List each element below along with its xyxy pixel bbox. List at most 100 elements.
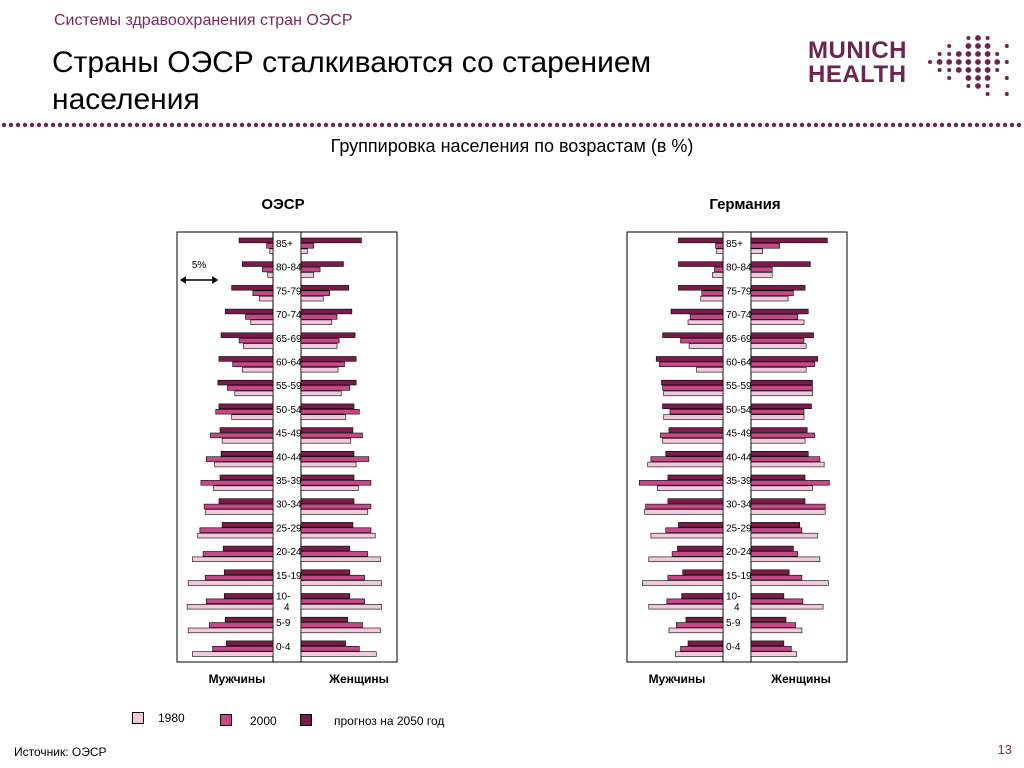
bar-female-2000-45-49 — [750, 432, 815, 439]
age-label: 45-49 — [726, 429, 752, 440]
age-label: 40-44 — [276, 452, 302, 463]
age-label: 85+ — [726, 239, 743, 250]
bar-male-1980-5-9 — [668, 627, 724, 634]
age-label: 50-54 — [726, 405, 752, 416]
bar-female-2000-0-4 — [750, 645, 792, 652]
bar-male-прогноз-на-2050-год-15-19 — [682, 569, 724, 575]
bar-male-2000-65-69 — [238, 337, 274, 344]
bar-female-1980-45-49 — [300, 438, 352, 444]
bar-female-прогноз-на-2050-год-60-64 — [300, 356, 357, 362]
bar-female-2000-40-44 — [300, 456, 370, 462]
bar-female-1980-45-49 — [750, 438, 806, 444]
bar-male-2000-50-54 — [215, 409, 274, 415]
bar-female-1980-25-29 — [300, 532, 376, 539]
bar-male-прогноз-на-2050-год-45-49 — [219, 427, 274, 433]
bar-male-прогноз-на-2050-год-55-59 — [661, 379, 724, 386]
chart-title-germany: Германия — [709, 196, 781, 213]
bar-male-2000-75-79 — [252, 290, 274, 296]
bar-female-прогноз-на-2050-год-80-84 — [750, 261, 811, 267]
bar-male-1980-35-39 — [213, 485, 274, 491]
scale-arrow-left-icon — [180, 276, 186, 284]
age-label: 30-34 — [276, 500, 302, 511]
age-label: 4 — [284, 603, 290, 614]
bar-female-1980-20-24 — [300, 556, 381, 562]
pyramid-chart-germany: 85+80-8475-7970-7465-6960-6455-5950-5445… — [626, 231, 848, 663]
bar-female-1980-50-54 — [750, 414, 805, 420]
logo-line-2: HEALTH — [808, 61, 907, 88]
bar-female-2000-85+ — [750, 243, 780, 249]
bar-male-прогноз-на-2050-год-50-54 — [662, 403, 724, 409]
bar-male-прогноз-на-2050-год-75-79 — [678, 285, 724, 291]
bar-male-прогноз-на-2050-год-45-49 — [668, 427, 724, 433]
legend-swatch-2000 — [220, 714, 232, 726]
logo-line-1: MUNICH — [808, 37, 907, 64]
legend-swatch-2050 — [300, 714, 312, 726]
legend-label-1980: 1980 — [158, 711, 185, 725]
bar-male-1980-15-19 — [642, 580, 724, 586]
bar-female-2000-70-74 — [750, 314, 798, 320]
bar-female-2000-55-59 — [300, 385, 351, 391]
bar-male-1980-5-9 — [187, 627, 274, 634]
bar-female-2000-75-79 — [750, 290, 794, 296]
bar-male-1980-20-24 — [648, 556, 724, 562]
bar-male-1980-70-74 — [250, 319, 274, 326]
bar-male-2000-85+ — [715, 243, 724, 249]
bar-male-прогноз-на-2050-год-25-29 — [678, 522, 724, 528]
bar-male-2000-75-79 — [701, 290, 724, 296]
bar-female-2000-5-9 — [750, 622, 796, 628]
company-logo: MUNICH HEALTH — [808, 39, 907, 87]
age-label: 80-84 — [276, 263, 302, 274]
bar-male-прогноз-на-2050-год-85+ — [678, 237, 724, 244]
bar-female-прогноз-на-2050-год-60-64 — [750, 356, 819, 362]
age-label: 10- — [726, 592, 740, 603]
bar-male-2000-40-44 — [205, 456, 274, 462]
logo-dots-icon — [928, 35, 1009, 96]
bar-female-прогноз-на-2050-год-5-9 — [300, 616, 348, 623]
bar-female-1980-0-4 — [750, 651, 797, 657]
bar-female-1980-15-19 — [300, 580, 382, 586]
bar-male-2000-45-49 — [660, 432, 724, 439]
bar-female-прогноз-на-2050-год-35-39 — [750, 474, 806, 481]
bar-female-прогноз-на-2050-год-40-44 — [750, 451, 809, 457]
bar-female-1980-30-34 — [300, 509, 369, 515]
bar-female-1980-35-39 — [300, 485, 359, 491]
bar-female-2000-5-9 — [300, 622, 363, 628]
bar-male-прогноз-на-2050-год-70-74 — [670, 308, 724, 315]
bar-male-1980-10-4 — [648, 603, 724, 610]
male-label-germany: Мужчины — [648, 672, 706, 686]
bar-female-2000-45-49 — [300, 432, 363, 439]
bar-female-1980-10-4 — [300, 603, 382, 610]
bar-male-2000-60-64 — [659, 361, 724, 367]
bar-male-1980-25-29 — [197, 532, 274, 539]
bar-male-2000-15-19 — [204, 574, 274, 581]
bar-female-2000-80-84 — [300, 266, 321, 273]
age-label: 15-19 — [276, 571, 302, 582]
bar-male-1980-0-4 — [675, 651, 724, 657]
bar-male-2000-25-29 — [665, 527, 724, 533]
bar-male-прогноз-на-2050-год-0-4 — [687, 640, 724, 646]
bar-male-прогноз-на-2050-год-20-24 — [222, 545, 274, 552]
scale-label: 5% — [192, 260, 207, 271]
bar-male-1980-85+ — [269, 248, 274, 254]
pyramid-chart-oecd: 85+80-8475-7970-7465-6960-6455-5950-5445… — [176, 231, 398, 663]
chart-subtitle: Группировка населения по возрастам (в %) — [330, 136, 694, 156]
age-label: 5-9 — [276, 618, 291, 629]
age-label: 50-54 — [276, 405, 302, 416]
bar-female-1980-60-64 — [750, 367, 807, 373]
bar-male-2000-70-74 — [245, 314, 274, 320]
age-label: 30-34 — [726, 500, 752, 511]
bar-female-прогноз-на-2050-год-5-9 — [750, 616, 787, 623]
bar-female-1980-80-84 — [750, 272, 773, 278]
bar-female-прогноз-на-2050-год-25-29 — [750, 522, 801, 528]
bar-male-1980-25-29 — [650, 532, 724, 539]
bar-female-2000-60-64 — [300, 361, 345, 367]
bar-male-прогноз-на-2050-год-0-4 — [226, 640, 274, 646]
bar-female-2000-30-34 — [300, 503, 372, 510]
bar-female-1980-70-74 — [300, 319, 333, 326]
bar-female-прогноз-на-2050-год-10-4 — [300, 593, 351, 599]
age-label: 85+ — [276, 239, 293, 250]
bar-male-прогноз-на-2050-год-30-34 — [218, 498, 274, 504]
bar-male-1980-65-69 — [688, 343, 724, 349]
bar-female-1980-20-24 — [750, 556, 821, 562]
bar-female-прогноз-на-2050-год-15-19 — [750, 569, 790, 575]
